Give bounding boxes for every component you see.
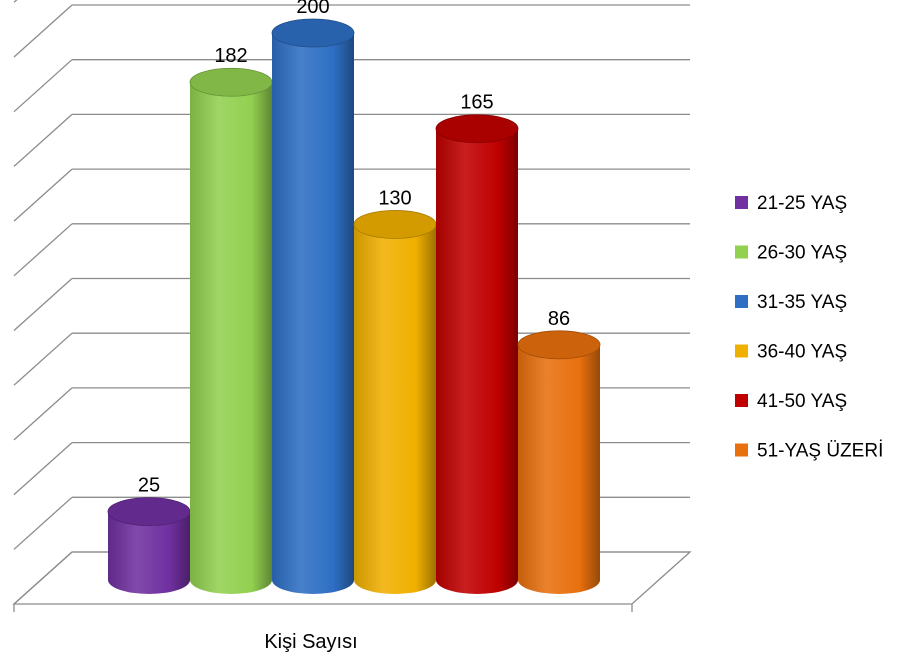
legend-swatch (735, 394, 748, 407)
legend-label: 31-35 YAŞ (757, 292, 847, 313)
bar-body (190, 82, 272, 594)
gridline-side (13, 332, 73, 386)
bar-top (435, 114, 519, 144)
bars (107, 18, 601, 594)
bar-body (353, 224, 436, 594)
bar-top (271, 18, 355, 48)
legend-swatch (735, 245, 748, 259)
data-labels: 25 182 200 130 165 86 (138, 0, 570, 497)
bar-3 (271, 18, 355, 594)
gridline-side (13, 442, 73, 496)
legend-item: 31-35 YAŞ (735, 292, 847, 313)
legend-swatch (735, 295, 748, 308)
legend-label: 41-50 YAŞ (757, 391, 847, 412)
legend-swatch (735, 196, 748, 209)
gridline-side (13, 168, 73, 222)
bar-body (436, 128, 518, 594)
data-label: 25 (138, 475, 160, 497)
legend-label: 21-25 YAŞ (757, 193, 847, 214)
bar-top (517, 330, 601, 360)
legend-item: 26-30 YAŞ (735, 243, 847, 264)
x-axis-label: Kişi Sayısı (264, 631, 357, 653)
data-label: 86 (548, 308, 570, 330)
bar-top (189, 67, 273, 97)
bar-body (107, 511, 190, 594)
legend-item: 51-YAŞ ÜZERİ (735, 441, 883, 462)
gridline-side (13, 278, 73, 331)
bar-body (272, 33, 354, 594)
bar-4 (353, 210, 437, 594)
data-label: 200 (296, 0, 329, 18)
gridline-side (13, 0, 18, 3)
gridline-side (13, 387, 73, 441)
gridline-side (13, 59, 73, 113)
bar-top (353, 210, 437, 239)
bar-5 (435, 114, 519, 594)
bar-body (518, 344, 600, 594)
legend-item: 21-25 YAŞ (735, 193, 847, 214)
data-label: 182 (214, 45, 247, 67)
gridline-side (13, 4, 73, 58)
bar-6 (517, 330, 601, 594)
legend-swatch (735, 443, 748, 457)
bar-1 (107, 497, 191, 594)
gridline-side (13, 223, 73, 277)
legend-label: 26-30 YAŞ (757, 243, 847, 264)
gridline-side (13, 496, 73, 550)
data-label: 165 (460, 92, 493, 114)
legend: 21-25 YAŞ 26-30 YAŞ 31-35 YAŞ 36-40 YAŞ 41-5… (735, 193, 883, 462)
data-label: 130 (378, 187, 411, 209)
legend-label: 36-40 YAŞ (757, 342, 847, 363)
legend-swatch (735, 344, 748, 358)
legend-label: 51-YAŞ ÜZERİ (757, 441, 883, 462)
legend-item: 41-50 YAŞ (735, 391, 847, 412)
bar-top (107, 497, 191, 527)
gridline-side (13, 113, 73, 167)
legend-item: 36-40 YAŞ (735, 342, 847, 363)
bar-2 (189, 67, 273, 594)
